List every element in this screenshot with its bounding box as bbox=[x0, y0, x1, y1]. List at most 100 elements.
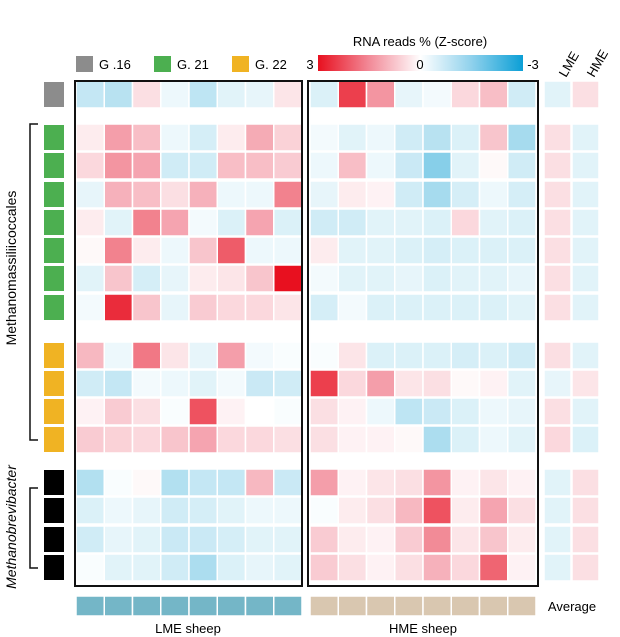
heatmap-cell-lme bbox=[75, 341, 105, 370]
legend-swatch-g22 bbox=[232, 56, 249, 72]
heatmap-cell-hme bbox=[478, 208, 509, 237]
average-cell bbox=[571, 151, 600, 180]
lme-column-bar bbox=[188, 595, 218, 617]
hme-column-bar bbox=[394, 595, 424, 617]
heatmap-cell-lme bbox=[131, 341, 162, 370]
heatmap-cell-hme bbox=[450, 341, 481, 370]
heatmap-cell-hme bbox=[478, 151, 509, 180]
heatmap-cell-hme bbox=[365, 293, 396, 322]
heatmap-cell-hme bbox=[394, 180, 424, 209]
heatmap-cell-hme bbox=[337, 369, 368, 398]
average-cell bbox=[543, 425, 572, 454]
average-cell bbox=[571, 80, 600, 109]
lme-panel-border bbox=[74, 80, 303, 587]
heatmap-cell-hme bbox=[365, 425, 396, 454]
heatmap-cell-lme bbox=[131, 208, 162, 237]
heatmap-cell-lme bbox=[188, 425, 218, 454]
lme-column-bar bbox=[75, 595, 105, 617]
lme-column-bar bbox=[160, 595, 190, 617]
heatmap-cell-lme bbox=[244, 525, 275, 554]
heatmap-cell-lme bbox=[160, 369, 190, 398]
heatmap-cell-hme bbox=[478, 496, 509, 525]
heatmap-cell-hme bbox=[337, 208, 368, 237]
heatmap-cell-lme bbox=[75, 80, 105, 109]
row-group-marker bbox=[44, 527, 64, 552]
heatmap-cell-lme bbox=[75, 425, 105, 454]
heatmap-cell-lme bbox=[160, 341, 190, 370]
lme-column-bar bbox=[273, 595, 303, 617]
heatmap-cell-hme bbox=[422, 525, 452, 554]
heatmap-cell-lme bbox=[160, 236, 190, 265]
colorbar-gradient bbox=[318, 55, 523, 71]
heatmap-cell-lme bbox=[103, 236, 134, 265]
hme-column-bar bbox=[365, 595, 396, 617]
heatmap-cell-hme bbox=[309, 236, 339, 265]
heatmap-cell-hme bbox=[309, 180, 339, 209]
heatmap-cell-lme bbox=[188, 208, 218, 237]
heatmap-cell-hme bbox=[337, 123, 368, 152]
heatmap-cell-lme bbox=[188, 369, 218, 398]
heatmap-cell-hme bbox=[450, 525, 481, 554]
heatmap-cell-hme bbox=[507, 369, 537, 398]
heatmap-cell-lme bbox=[244, 468, 275, 497]
heatmap-cell-hme bbox=[365, 208, 396, 237]
average-label: Average bbox=[548, 599, 596, 614]
heatmap-cell-hme bbox=[365, 525, 396, 554]
heatmap-cell-hme bbox=[422, 180, 452, 209]
heatmap-cell-lme bbox=[188, 293, 218, 322]
heatmap-cell-lme bbox=[244, 369, 275, 398]
heatmap-cell-lme bbox=[75, 553, 105, 582]
heatmap-cell-hme bbox=[450, 208, 481, 237]
legend-label-g22: G. 22 bbox=[255, 57, 287, 72]
heatmap-cell-hme bbox=[365, 180, 396, 209]
heatmap-cell-lme bbox=[244, 496, 275, 525]
methanobrevibacter-bracket bbox=[29, 487, 38, 569]
heatmap-cell-hme bbox=[309, 341, 339, 370]
heatmap-cell-lme bbox=[188, 236, 218, 265]
average-cell bbox=[543, 151, 572, 180]
group-legend: G .16 G. 21 G. 22 bbox=[76, 56, 287, 72]
average-cells bbox=[543, 80, 600, 582]
hme-column-bar bbox=[507, 595, 537, 617]
heatmap-cell-lme bbox=[216, 341, 247, 370]
heatmap-cell-lme bbox=[75, 369, 105, 398]
heatmap-cell-hme bbox=[337, 80, 368, 109]
average-cell bbox=[571, 369, 600, 398]
heatmap-cell-lme bbox=[244, 553, 275, 582]
heatmap-cell-hme bbox=[478, 264, 509, 293]
heatmap-cell-lme bbox=[160, 425, 190, 454]
heatmap-cell-lme bbox=[216, 180, 247, 209]
average-cell bbox=[571, 553, 600, 582]
heatmap-cell-hme bbox=[450, 151, 481, 180]
heatmap-cell-hme bbox=[507, 180, 537, 209]
heatmap-cell-hme bbox=[309, 264, 339, 293]
heatmap-cell-hme bbox=[507, 80, 537, 109]
hme-panel-border bbox=[307, 80, 539, 587]
average-cell bbox=[543, 369, 572, 398]
heatmap-cell-lme bbox=[75, 208, 105, 237]
heatmap-cell-lme bbox=[216, 151, 247, 180]
column-group-bars bbox=[75, 595, 537, 617]
colorbar-mid-label: 0 bbox=[416, 57, 423, 72]
heatmap-cell-hme bbox=[394, 123, 424, 152]
heatmap-cell-hme bbox=[337, 525, 368, 554]
heatmap-cell-hme bbox=[422, 208, 452, 237]
heatmap-cell-hme bbox=[507, 525, 537, 554]
lme-group-label: LME sheep bbox=[155, 621, 221, 636]
heatmap-cell-lme bbox=[131, 397, 162, 426]
heatmap-cell-lme bbox=[244, 208, 275, 237]
heatmap-cell-lme bbox=[188, 397, 218, 426]
average-cell bbox=[571, 123, 600, 152]
methanomassiliicoccales-bracket bbox=[29, 123, 38, 441]
heatmap-cell-hme bbox=[394, 264, 424, 293]
heatmap-cell-lme bbox=[103, 264, 134, 293]
heatmap-cell-hme bbox=[365, 341, 396, 370]
average-cell bbox=[543, 341, 572, 370]
heatmap-cell-hme bbox=[394, 425, 424, 454]
heatmap-cell-lme bbox=[75, 496, 105, 525]
heatmap-cell-hme bbox=[507, 264, 537, 293]
average-cell bbox=[571, 264, 600, 293]
heatmap-cell-hme bbox=[337, 496, 368, 525]
heatmap-cell-hme bbox=[394, 293, 424, 322]
heatmap-cell-hme bbox=[365, 468, 396, 497]
